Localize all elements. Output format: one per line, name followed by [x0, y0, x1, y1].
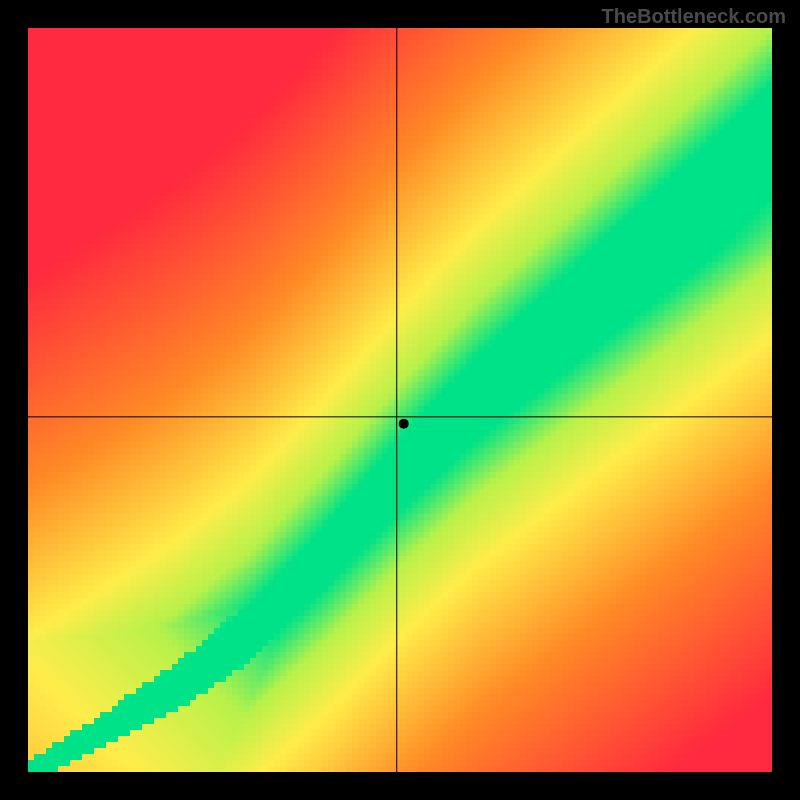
chart-container: TheBottleneck.com [0, 0, 800, 800]
watermark-text: TheBottleneck.com [602, 6, 786, 29]
bottleneck-heatmap [0, 0, 800, 800]
